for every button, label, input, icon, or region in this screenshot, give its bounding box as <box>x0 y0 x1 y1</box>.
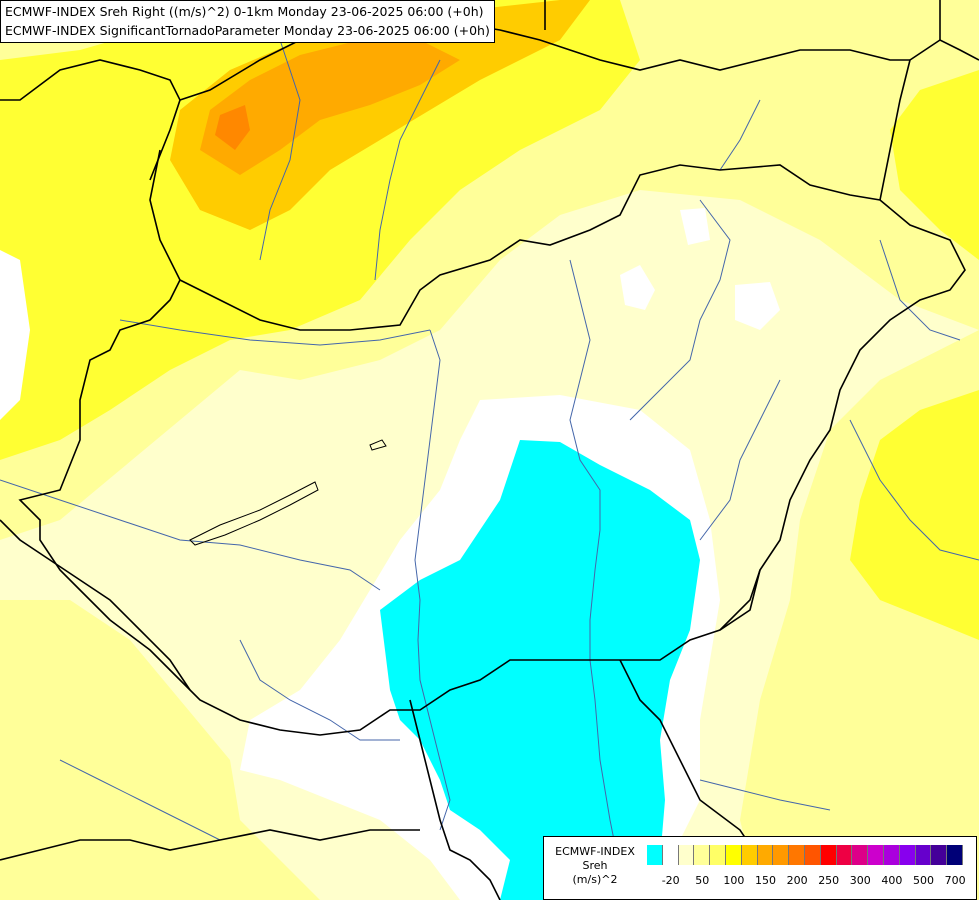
legend-swatch <box>915 845 932 865</box>
legend-tick-label: 150 <box>755 874 776 887</box>
field-negative <box>380 440 700 900</box>
legend-swatch <box>804 845 821 865</box>
legend-swatch <box>947 845 963 865</box>
legend-tick-label: -20 <box>661 874 680 887</box>
field-peak <box>215 105 250 150</box>
field-mid-north <box>0 0 640 460</box>
field-zero-west <box>0 250 30 420</box>
field-high <box>170 0 590 230</box>
legend-swatch <box>662 845 679 865</box>
legend-swatch <box>852 845 869 865</box>
legend-tick-label: 700 <box>944 874 966 887</box>
legend-unit: (m/s)^2 <box>572 873 618 886</box>
legend-swatch <box>741 845 758 865</box>
field-zero-patch2 <box>735 282 780 330</box>
legend-variable: Sreh <box>582 859 608 872</box>
legend-tick-label: 50 <box>695 874 710 887</box>
legend-swatch <box>931 845 948 865</box>
legend-swatch <box>647 845 663 865</box>
field-zero-patch3 <box>680 208 710 245</box>
legend-tick-label: 100 <box>723 874 745 887</box>
field-mid-northeast <box>890 70 979 260</box>
legend-swatches <box>647 845 963 865</box>
legend-swatch <box>883 845 900 865</box>
color-legend: ECMWF-INDEX Sreh (m/s)^2 -20 50 100 150 200 2… <box>543 836 977 900</box>
field-higher <box>200 40 460 175</box>
legend-tick-label: 250 <box>818 874 840 887</box>
lake-small <box>369 439 387 451</box>
legend-swatch <box>820 845 837 865</box>
legend-swatch <box>773 845 790 865</box>
title-line-2: ECMWF-INDEX SignificantTornadoParameter … <box>5 23 490 38</box>
title-line-1: ECMWF-INDEX Sreh Right ((m/s)^2) 0-1km M… <box>5 4 484 19</box>
legend-model: ECMWF-INDEX <box>555 845 635 858</box>
legend-title: ECMWF-INDEX Sreh (m/s)^2 <box>546 845 644 887</box>
legend-swatch <box>678 845 695 865</box>
field-zero-patch1 <box>620 265 655 310</box>
lake-balaton <box>189 481 319 546</box>
legend-tick-label: 200 <box>786 874 808 887</box>
legend-swatch <box>789 845 805 865</box>
legend-swatch <box>899 845 916 865</box>
legend-tick-label: 500 <box>913 874 934 887</box>
rivers <box>0 39 979 871</box>
field-mid-east <box>850 390 979 640</box>
legend-swatch <box>694 845 711 865</box>
legend-swatch <box>710 845 726 865</box>
legend-swatch <box>725 845 742 865</box>
field-low-southwest <box>0 600 320 900</box>
legend-swatch <box>836 845 853 865</box>
legend-ticks: -20 50 100 150 200 250 300 400 500 700 <box>647 874 977 890</box>
legend-tick-label: 300 <box>849 874 871 887</box>
legend-tick-label: 400 <box>881 874 903 887</box>
map-title: ECMWF-INDEX Sreh Right ((m/s)^2) 0-1km M… <box>0 0 495 43</box>
legend-swatch <box>757 845 774 865</box>
legend-swatch <box>868 845 884 865</box>
